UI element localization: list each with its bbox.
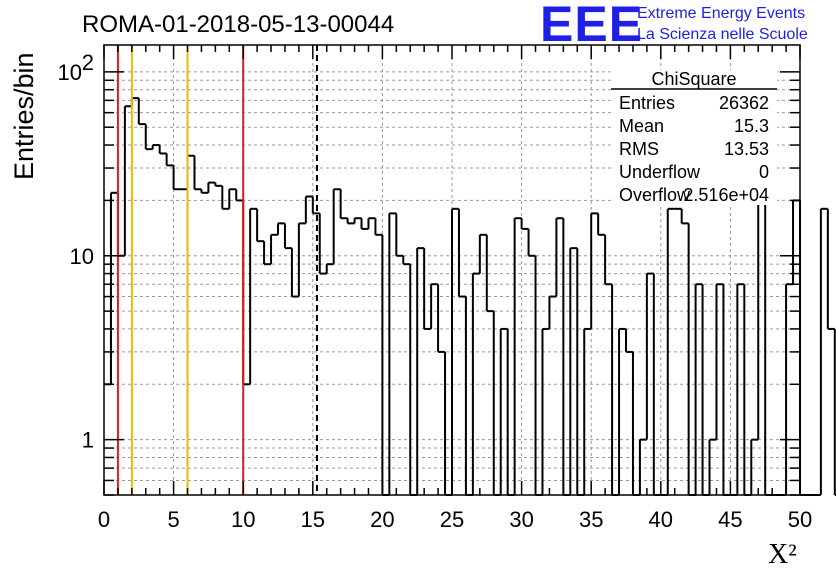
x-tick-label: 40	[649, 507, 673, 532]
stats-label: RMS	[619, 139, 659, 159]
x-tick-label: 5	[167, 507, 179, 532]
x-tick-label: 20	[370, 507, 394, 532]
y-tick-label: 10	[58, 60, 82, 85]
logo-mark: EEE	[540, 0, 643, 52]
x-tick-label: 0	[98, 507, 110, 532]
stats-label: Entries	[619, 93, 675, 113]
stats-title: ChiSquare	[651, 69, 736, 89]
logo-line-1: Extreme Energy Events	[637, 5, 805, 22]
stats-value: 26362	[719, 93, 769, 113]
x-axis-label: X²	[768, 539, 797, 570]
stats-label: Overflow	[619, 185, 691, 205]
logo-line-2: La Scienza nelle Scuole	[637, 26, 808, 43]
eee-logo: EEE Extreme Energy Events La Scienza nel…	[540, 0, 808, 52]
marker-lines	[116, 45, 318, 495]
y-tick-exponent: 2	[82, 50, 94, 75]
x-tick-label: 45	[718, 507, 742, 532]
stats-rows: Entries 26362 Mean 15.3 RMS 13.53 Underflow 0 Ov…	[619, 93, 769, 205]
x-tick-label: 25	[440, 507, 464, 532]
y-tick-label: 10	[70, 244, 94, 269]
stats-box: ChiSquare Entries 26362 Mean 15.3 RMS 13.53 Un…	[611, 69, 777, 205]
y-tick-label: 1	[82, 428, 94, 453]
x-tick-label: 50	[788, 507, 812, 532]
x-tick-label: 15	[301, 507, 325, 532]
axis-ticks	[103, 45, 801, 496]
x-tick-label: 10	[231, 507, 255, 532]
stats-label: Underflow	[619, 162, 701, 182]
stats-value: 13.53	[724, 139, 769, 159]
stats-background	[611, 70, 777, 205]
stats-value: 2.516e+04	[683, 185, 769, 205]
x-tick-label: 35	[579, 507, 603, 532]
stats-label: Mean	[619, 116, 664, 136]
chart-title: ROMA-01-2018-05-13-00044	[82, 11, 394, 38]
x-tick-label: 30	[509, 507, 533, 532]
stats-value: 0	[759, 162, 769, 182]
stats-value: 15.3	[734, 116, 769, 136]
y-axis-label: Entries/bin	[9, 52, 39, 180]
